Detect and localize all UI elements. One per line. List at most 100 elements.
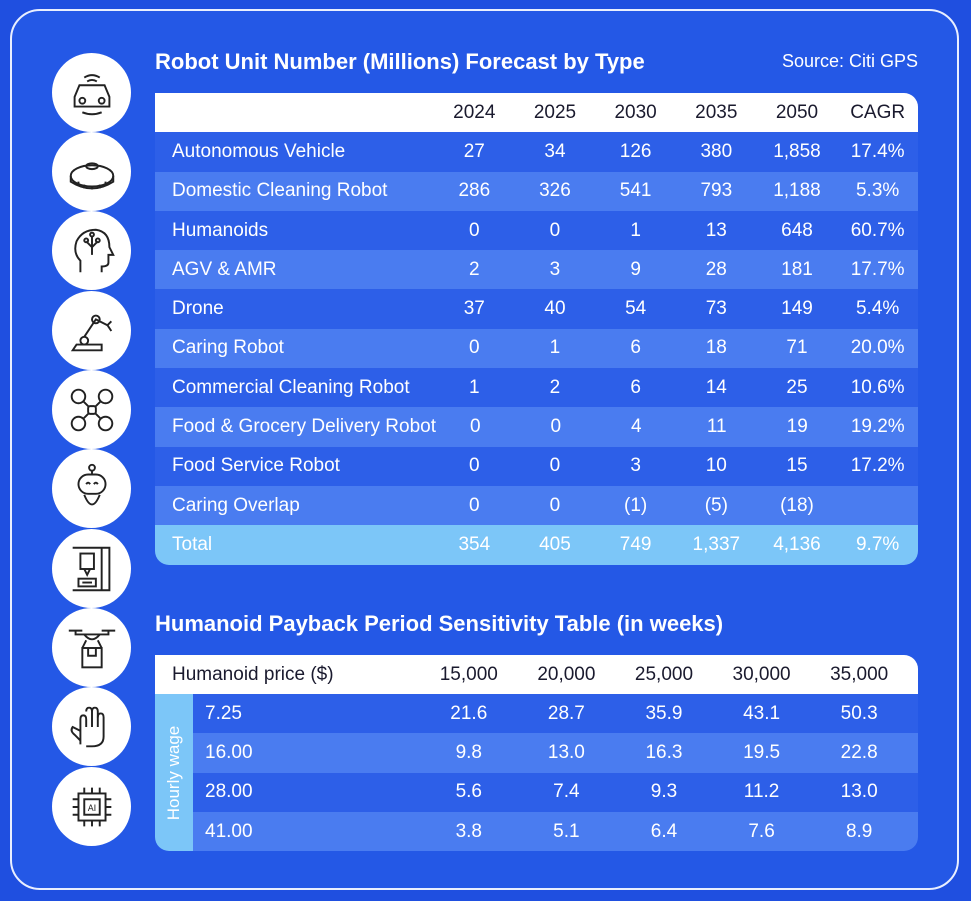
- table-cell: 4,136: [773, 533, 821, 555]
- table-cell: 9.3: [650, 781, 678, 803]
- row-label: Caring Overlap: [172, 494, 300, 516]
- table-cell: 0: [549, 219, 561, 241]
- column-header: 15,000: [439, 663, 498, 685]
- table-cell: 43.1: [743, 702, 781, 724]
- table-row: Autonomous Vehicle 27 34 126 380 1,858 17.4%: [155, 132, 918, 172]
- table-cell: 37: [463, 298, 485, 320]
- table-cell: 11: [706, 416, 727, 438]
- robot-hand-icon: [52, 687, 131, 766]
- table-cell: 17.2%: [850, 455, 905, 477]
- table-row: 16.00 9.8 13.0 16.3 19.5 22.8: [193, 733, 918, 773]
- table-cell: 1,337: [692, 533, 741, 555]
- table-cell: 20.0%: [850, 337, 905, 359]
- table-cell: 0: [469, 455, 480, 477]
- table-cell: 2: [549, 376, 561, 398]
- table-cell: 0: [469, 494, 480, 516]
- table-cell: 19.5: [743, 741, 781, 763]
- row-label: Commercial Cleaning Robot: [172, 376, 410, 398]
- row-label: Food & Grocery Delivery Robot: [172, 416, 436, 438]
- table-cell: 6.4: [650, 820, 678, 842]
- table-cell: 34: [544, 140, 566, 162]
- table-cell: 25: [786, 376, 808, 398]
- table-cell: 16.3: [645, 741, 683, 763]
- column-header: 35,000: [830, 663, 889, 685]
- table-cell: 1: [630, 219, 641, 241]
- table-cell: 17.4%: [850, 140, 905, 162]
- table-cell: 28: [705, 258, 727, 280]
- table-cell: (1): [624, 494, 648, 516]
- table-cell: 149: [781, 298, 813, 320]
- table-cell: (18): [780, 494, 814, 516]
- table-cell: 0: [469, 219, 480, 241]
- table-cell: 19: [786, 416, 808, 438]
- table-cell: 9.8: [455, 741, 482, 763]
- table-cell: 60.7%: [850, 219, 905, 241]
- total-row: Total 354 405 749 1,337 4,136 9.7%: [155, 525, 918, 565]
- robot-vacuum-icon: [52, 132, 131, 211]
- table-cell: 9: [630, 258, 641, 280]
- row-label: Domestic Cleaning Robot: [172, 180, 388, 202]
- row-label: AGV & AMR: [172, 258, 277, 280]
- table-cell: 3: [630, 455, 641, 477]
- row-label: Total: [172, 533, 213, 555]
- table-cell: 19.2%: [850, 416, 905, 438]
- table-cell: 21.6: [450, 702, 488, 724]
- row-label: Food Service Robot: [172, 455, 340, 477]
- table-row: Caring Overlap 0 0 (1) (5) (18): [155, 485, 918, 526]
- table-cell: 27: [463, 140, 485, 162]
- table-cell: 541: [619, 180, 652, 202]
- table-cell: 7.4: [553, 781, 580, 803]
- service-robot-icon: [52, 449, 131, 528]
- table-cell: 380: [700, 140, 733, 162]
- table-cell: 71: [786, 337, 808, 359]
- table-cell: 648: [781, 219, 813, 241]
- table-cell: 9.7%: [855, 533, 900, 555]
- table-cell: 28.7: [547, 702, 585, 724]
- table-cell: 40: [544, 298, 566, 320]
- table-cell: 17.7%: [850, 258, 905, 280]
- 3d-printer-icon: [52, 529, 131, 608]
- table-cell: 13.0: [547, 741, 585, 763]
- column-header: 2025: [533, 101, 577, 123]
- payback-table-title: Humanoid Payback Period Sensitivity Tabl…: [155, 611, 724, 636]
- payback-table-header: Humanoid price ($) 15,000 20,000 25,000 …: [155, 655, 918, 694]
- table-cell: 13.0: [840, 781, 878, 803]
- table-cell: 6: [630, 376, 641, 398]
- table-cell: (5): [704, 494, 728, 516]
- forecast-table: 2024 2025 2030 2035 2050 CAGR Autonomous…: [155, 93, 918, 565]
- table-cell: 15: [786, 455, 808, 477]
- table-row: AGV & AMR 2 3 9 28 181 17.7%: [155, 250, 918, 290]
- column-header: 20,000: [537, 663, 596, 685]
- table-cell: 0: [469, 337, 480, 359]
- table-cell: 22.8: [840, 741, 878, 763]
- table-cell: 7.6: [748, 820, 775, 842]
- table-cell: 35.9: [645, 702, 683, 724]
- table-cell: 6: [630, 337, 641, 359]
- row-label: 28.00: [205, 781, 253, 803]
- row-label: Autonomous Vehicle: [172, 140, 346, 162]
- table-cell: 126: [619, 140, 652, 162]
- table-cell: 0: [469, 416, 481, 438]
- price-axis-label: Humanoid price ($): [172, 663, 334, 685]
- table-cell: 8.9: [845, 820, 873, 842]
- forecast-table-header: 2024 2025 2030 2035 2050 CAGR: [155, 93, 918, 133]
- table-cell: 5.4%: [855, 298, 900, 320]
- svg-text:AI: AI: [87, 803, 96, 813]
- table-cell: 286: [458, 180, 491, 202]
- forecast-table-title: Robot Unit Number (Millions) Forecast by…: [155, 49, 645, 74]
- column-header: 25,000: [634, 663, 694, 685]
- table-row: Drone 37 40 54 73 149 5.4%: [155, 289, 918, 329]
- table-cell: 10.6%: [850, 376, 905, 398]
- row-label: 16.00: [205, 741, 253, 763]
- wage-axis-label: Hourly wage: [155, 694, 193, 852]
- column-header: 2035: [695, 101, 738, 123]
- table-cell: 5.1: [553, 820, 580, 842]
- delivery-drone-icon: [52, 608, 131, 687]
- table-cell: 326: [539, 180, 571, 202]
- drone-icon: [52, 370, 131, 449]
- table-row: Food & Grocery Delivery Robot 0 0 4 11 19 19.2…: [155, 407, 918, 447]
- autonomous-vehicle-icon: [52, 53, 131, 132]
- source-label: Source: Citi GPS: [781, 51, 918, 71]
- row-label: 41.00: [205, 820, 253, 842]
- column-header: CAGR: [850, 101, 906, 123]
